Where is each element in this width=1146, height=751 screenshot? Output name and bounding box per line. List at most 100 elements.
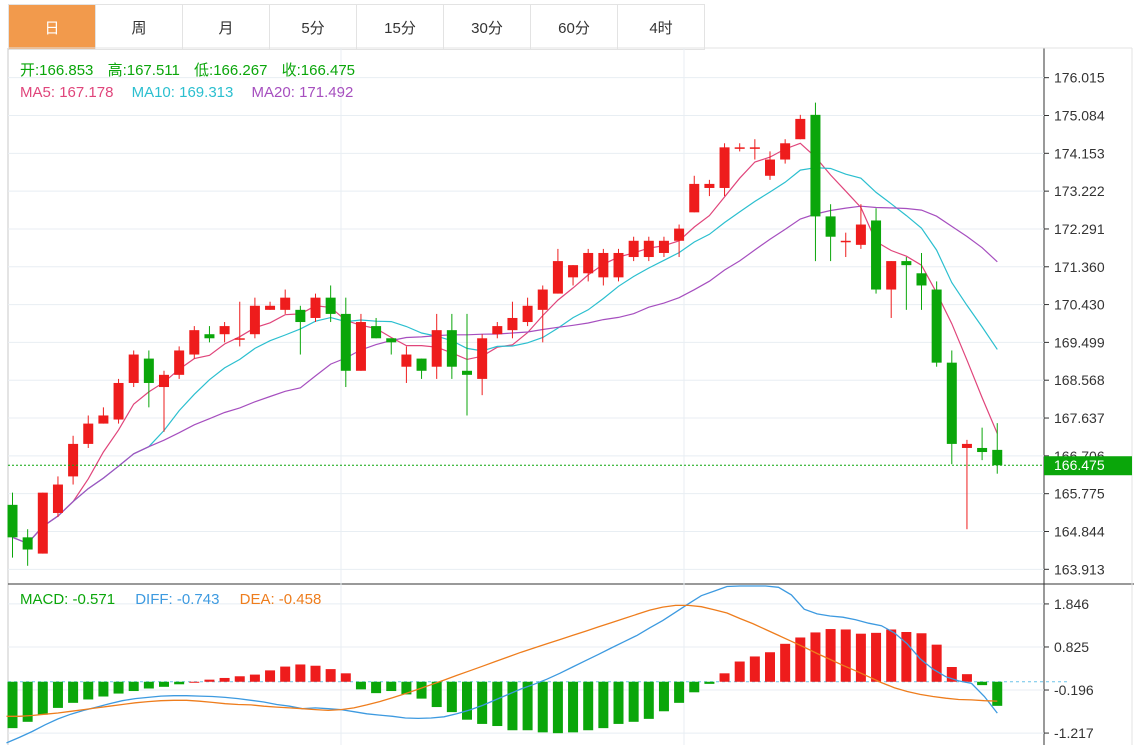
- candle-65: [992, 423, 1003, 474]
- candle-0: [7, 492, 18, 558]
- macd-bar-3: [52, 681, 63, 708]
- candle-body-31: [477, 338, 488, 379]
- candle-body-13: [204, 334, 215, 339]
- macd-bar-13: [204, 679, 215, 682]
- candle-body-25: [386, 338, 397, 343]
- macd-bar-22: [340, 673, 351, 682]
- candle-body-4: [68, 443, 79, 477]
- macd-bar-60: [916, 633, 927, 682]
- ma10-label: MA10:: [132, 84, 180, 101]
- macd-bar-25: [386, 681, 397, 692]
- candle-17: [265, 301, 276, 310]
- ma5-value: 167.178: [59, 84, 113, 101]
- candle-body-7: [113, 382, 124, 420]
- candle-29: [446, 313, 457, 379]
- candle-body-44: [674, 228, 685, 241]
- macd-bar-48: [734, 661, 745, 682]
- candle-42: [643, 236, 654, 262]
- candle-20: [310, 293, 321, 323]
- candle-2: [37, 492, 48, 554]
- candle-44: [674, 224, 685, 258]
- tab-0[interactable]: 日: [9, 5, 96, 49]
- macd-bar-37: [568, 681, 579, 733]
- price-tick-label-12: 164.844: [1054, 523, 1105, 539]
- candle-body-34: [522, 305, 533, 323]
- candle-4: [68, 435, 79, 485]
- candle-48: [734, 143, 745, 152]
- tab-2[interactable]: 月: [183, 5, 270, 49]
- candle-body-42: [643, 240, 654, 258]
- candle-body-41: [628, 240, 639, 258]
- macd-tick-label-1: 0.825: [1054, 639, 1089, 655]
- macd-bar-11: [174, 681, 185, 685]
- price-axis: 176.015 175.084 174.153 173.222 172.291 171.3…: [8, 70, 1132, 741]
- tab-7[interactable]: 4时: [618, 5, 705, 49]
- macd-bar-64: [977, 681, 988, 686]
- price-tick-label-13: 163.913: [1054, 561, 1105, 577]
- candle-54: [825, 204, 836, 262]
- candle-21: [325, 285, 336, 323]
- macd-bar-8: [128, 681, 139, 692]
- candle-body-39: [598, 252, 609, 278]
- macd-panel: [6, 585, 1069, 744]
- candle-body-54: [825, 216, 836, 237]
- macd-bar-28: [431, 681, 442, 708]
- price-tick-label-0: 176.015: [1054, 70, 1105, 86]
- candle-41: [628, 236, 639, 262]
- ma5-line: [12, 142, 998, 545]
- candle-body-59: [901, 261, 912, 266]
- candle-50: [765, 151, 775, 180]
- candle-body-8: [128, 354, 139, 383]
- macd-bar-42: [643, 681, 654, 719]
- macd-bar-16: [249, 674, 260, 682]
- tab-6[interactable]: 60分: [531, 5, 618, 49]
- macd-bar-34: [522, 681, 533, 731]
- candle-51: [780, 139, 791, 164]
- macd-bar-23: [355, 681, 366, 690]
- macd-tick-label-0: 1.846: [1054, 596, 1089, 612]
- candle-body-9: [143, 358, 154, 383]
- candle-15: [234, 301, 245, 347]
- candle-body-28: [431, 330, 442, 367]
- candle-body-46: [704, 183, 715, 188]
- timeframe-tabs: 日周月 5分 15分 30分 60分 4时: [8, 4, 705, 50]
- candle-body-2: [37, 492, 48, 554]
- macd-bar-43: [658, 681, 669, 712]
- candle-body-23: [355, 322, 366, 371]
- price-tick-label-11: 165.775: [1054, 486, 1105, 502]
- candle-body-64: [977, 447, 988, 453]
- price-tick-label-8: 168.568: [1054, 372, 1105, 388]
- candle-30: [462, 313, 472, 416]
- tab-3[interactable]: 5分: [270, 5, 357, 49]
- candle-8: [128, 350, 139, 388]
- macd-label: MACD:: [20, 591, 73, 608]
- macd-bar-61: [931, 644, 942, 682]
- macd-bar-44: [674, 681, 685, 703]
- candle-19: [295, 305, 306, 355]
- tab-4[interactable]: 15分: [357, 5, 444, 49]
- candle-49: [749, 139, 760, 160]
- candle-body-58: [886, 261, 897, 290]
- candle-53: [810, 102, 821, 262]
- macd-bar-62: [946, 667, 957, 682]
- macd-tick-label-3: -1.217: [1054, 725, 1094, 741]
- open-value: 166.853: [39, 62, 93, 79]
- macd-bar-41: [628, 681, 639, 722]
- open-label: 开:: [20, 62, 39, 79]
- macd-value: -0.571: [73, 591, 116, 608]
- candle-6: [98, 407, 109, 424]
- macd-bar-20: [310, 665, 321, 682]
- candle-3: [52, 476, 63, 518]
- tab-1[interactable]: 周: [96, 5, 183, 49]
- macd-bar-17: [265, 670, 276, 682]
- macd-bar-45: [689, 681, 700, 693]
- diff-value: -0.743: [177, 591, 220, 608]
- candle-62: [946, 350, 957, 465]
- candle-34: [522, 297, 533, 327]
- macd-bar-40: [613, 681, 624, 724]
- tab-5[interactable]: 30分: [444, 5, 531, 49]
- ma20-value: 171.492: [299, 84, 353, 101]
- macd-bar-59: [901, 632, 912, 682]
- candle-1: [22, 529, 33, 566]
